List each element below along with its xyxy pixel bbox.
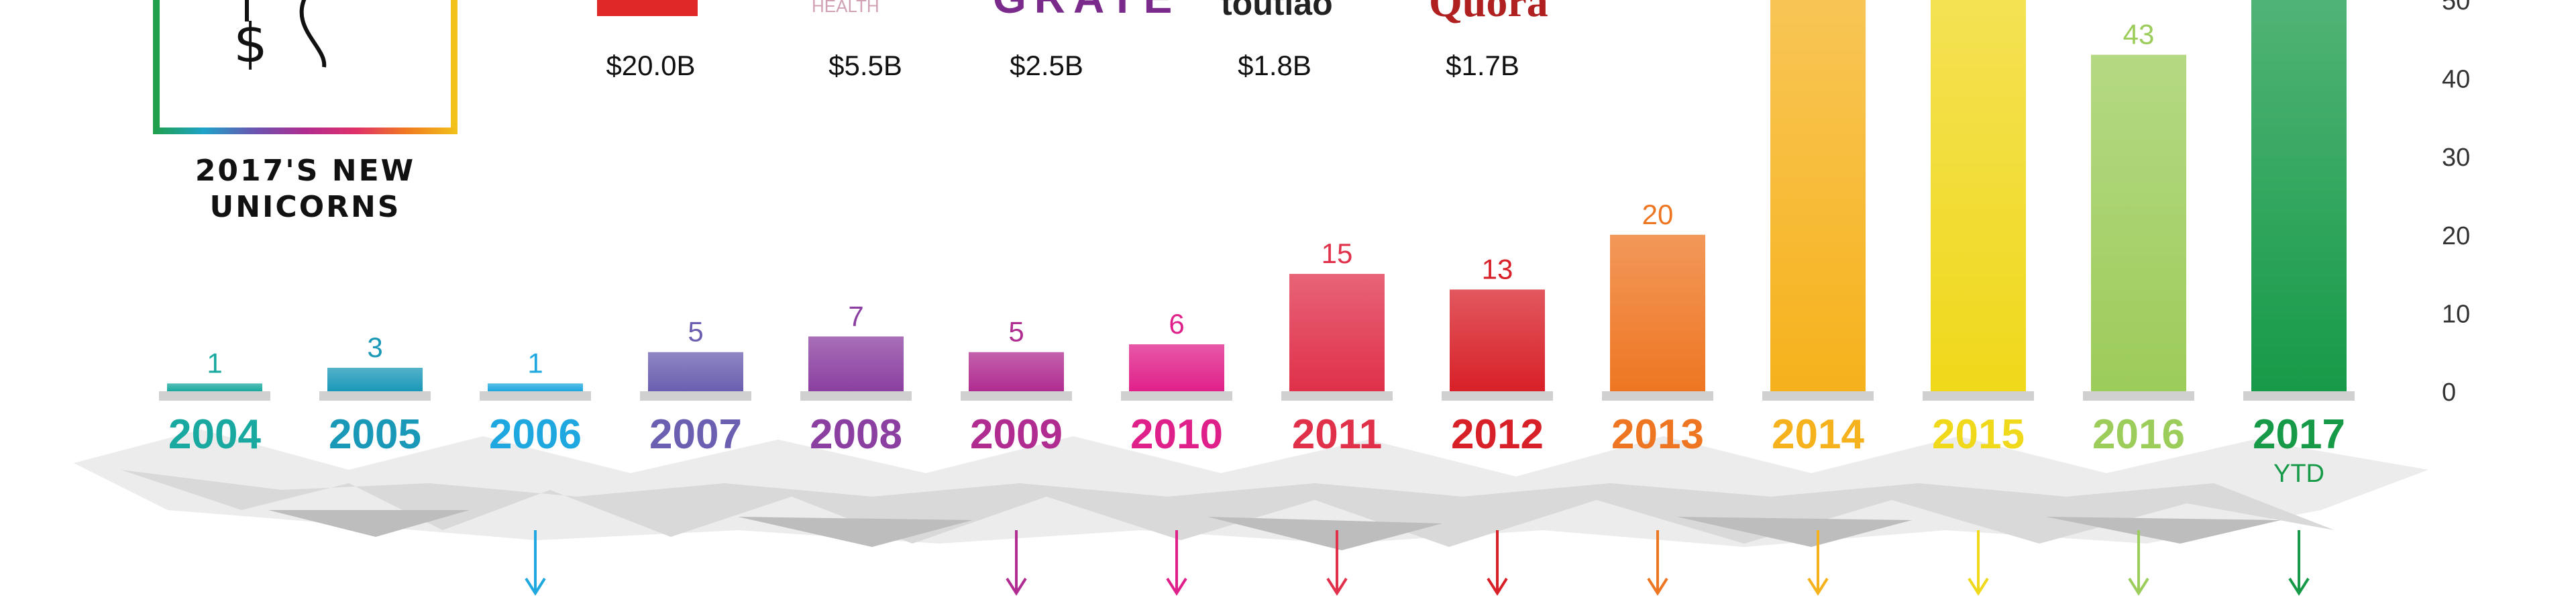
bar — [2251, 0, 2347, 391]
company-logo: Quora — [1429, 0, 1548, 26]
data-label: 43 — [2123, 19, 2155, 50]
tick-label: 2015 — [1932, 411, 2025, 458]
down-arrow-icon — [525, 530, 546, 596]
bar — [1289, 274, 1385, 391]
data-label: 7 — [848, 300, 863, 332]
svg-text:$: $ — [233, 12, 268, 74]
bar — [1450, 289, 1545, 391]
company-valuation: $1.8B — [1238, 50, 1311, 81]
data-label: 1 — [527, 347, 543, 379]
tick-label: 2009 — [970, 411, 1063, 458]
down-arrow-icon — [1968, 530, 1989, 596]
bar — [1770, 0, 1866, 391]
down-arrow-icon — [1006, 530, 1027, 596]
data-label: 13 — [1482, 253, 1513, 285]
y-tick-label: 0 — [2442, 379, 2456, 407]
gradient-border — [153, 128, 458, 134]
company-logo: HEALTH — [812, 0, 879, 16]
caption-line-1: 2017'S NEW — [195, 154, 416, 188]
bar-shelf — [961, 391, 1072, 401]
tick-label: 2014 — [1772, 411, 1864, 458]
tick-label: 2004 — [168, 411, 261, 458]
tick-label: 2010 — [1130, 411, 1223, 458]
bar — [969, 352, 1064, 391]
data-label: 15 — [1322, 238, 1353, 269]
company-logo: GRATE — [993, 0, 1180, 23]
bar-shelf — [319, 391, 431, 401]
tick-label: 2012 — [1451, 411, 1544, 458]
data-label: 6 — [1169, 308, 1184, 340]
down-arrow-icon — [1326, 530, 1348, 596]
bar-shelf — [1121, 391, 1232, 401]
data-label: 5 — [1008, 316, 1024, 348]
y-tick-label: 50 — [2442, 0, 2470, 15]
unicorn-line-icon: $ — [233, 0, 327, 74]
tick-label: 2011 — [1292, 411, 1383, 458]
data-label: 1 — [207, 347, 222, 379]
bar — [327, 368, 423, 391]
company-valuation: $5.5B — [828, 50, 902, 81]
tick-label: 2006 — [489, 411, 582, 458]
bar-shelf — [159, 391, 270, 401]
bar-shelf — [2083, 391, 2194, 401]
bar — [1610, 234, 1705, 391]
bar — [1931, 0, 2026, 391]
bar — [2091, 54, 2186, 392]
y-tick-label: 40 — [2442, 66, 2470, 94]
bar-shelf — [800, 391, 912, 401]
bar — [488, 383, 583, 391]
tick-label: 2017 — [2253, 411, 2345, 458]
bar-shelf — [2243, 391, 2355, 401]
tick-label: 2013 — [1611, 411, 1704, 458]
ytd-annotation: YTD — [2273, 460, 2324, 488]
company-valuation: $2.5B — [1010, 50, 1083, 81]
caption-line-2: UNICORNS — [209, 190, 401, 224]
y-tick-label: 20 — [2442, 222, 2470, 250]
data-label: 5 — [688, 316, 703, 348]
down-arrow-icon — [2288, 530, 2310, 596]
data-label: 3 — [367, 332, 382, 363]
y-tick-label: 10 — [2442, 300, 2470, 328]
down-arrow-icon — [2128, 530, 2149, 596]
bar-shelf — [480, 391, 591, 401]
tick-label: 2008 — [810, 411, 902, 458]
bar-shelf — [1762, 391, 1874, 401]
down-arrow-icon — [1647, 530, 1668, 596]
bar — [808, 336, 904, 391]
company-valuation: $1.7B — [1446, 50, 1519, 81]
down-arrow-icon — [1487, 530, 1508, 596]
bar-shelf — [640, 391, 751, 401]
unicorns-caption: 2017'S NEW UNICORNS — [153, 153, 458, 225]
data-label: 20 — [1642, 199, 1674, 230]
bar-shelf — [1281, 391, 1393, 401]
bar — [1129, 344, 1224, 391]
down-arrow-icon — [1166, 530, 1187, 596]
company-valuation: $20.0B — [606, 50, 696, 81]
down-arrow-icon — [1807, 530, 1829, 596]
bar-shelf — [1923, 391, 2034, 401]
company-logo: toutiao — [1221, 0, 1333, 22]
bar — [167, 383, 262, 391]
unicorn-icon-frame: $ — [153, 0, 458, 134]
company-logo — [597, 0, 698, 16]
tick-label: 2016 — [2092, 411, 2185, 458]
y-tick-label: 30 — [2442, 144, 2470, 172]
bar-shelf — [1442, 391, 1553, 401]
tick-label: 2007 — [649, 411, 742, 458]
bar-shelf — [1602, 391, 1713, 401]
bar — [648, 352, 743, 391]
backdrop-mountains — [268, 510, 2281, 550]
tick-label: 2005 — [329, 411, 421, 458]
